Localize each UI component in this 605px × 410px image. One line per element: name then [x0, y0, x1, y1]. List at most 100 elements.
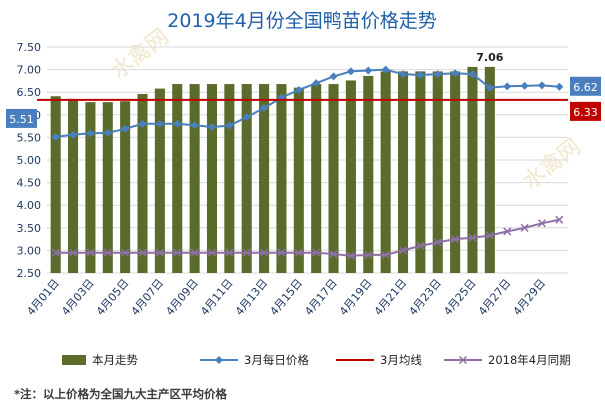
point-marker — [433, 238, 442, 247]
x-tick-label: 4月29日 — [511, 277, 549, 318]
bar — [450, 71, 461, 274]
bar — [328, 84, 339, 274]
bar — [432, 71, 443, 274]
point-marker — [51, 248, 60, 257]
legend-label: 3月每日价格 — [244, 353, 309, 367]
point-marker — [190, 248, 199, 257]
bar — [120, 101, 131, 274]
point-marker — [103, 128, 112, 137]
x-tick-label: 4月21日 — [372, 277, 410, 318]
data-label-line-start-bg — [6, 108, 37, 128]
point-marker — [555, 215, 564, 224]
point-marker — [364, 250, 373, 259]
point-marker — [242, 248, 251, 257]
series-line — [55, 218, 560, 257]
point-marker — [103, 248, 112, 257]
point-marker — [381, 250, 390, 259]
grid-lines — [47, 46, 568, 274]
point-marker — [121, 248, 130, 257]
x-tick-label: 4月25日 — [441, 277, 479, 318]
bar-series — [50, 66, 495, 274]
x-tick-label: 4月13日 — [233, 277, 271, 318]
point-marker — [485, 83, 494, 92]
point-marker — [520, 81, 529, 90]
point-marker — [485, 231, 494, 240]
bar — [224, 84, 235, 274]
x-tick-label: 4月11日 — [198, 277, 236, 318]
point-marker — [260, 248, 269, 257]
y-tick-label: 4.50 — [17, 177, 42, 190]
legend-label: 3月均线 — [380, 353, 422, 367]
point-marker — [155, 248, 164, 257]
point-marker — [155, 119, 164, 128]
bar — [102, 102, 113, 273]
point-marker — [173, 119, 182, 128]
point-marker — [468, 233, 477, 242]
x-tick-label: 4月03日 — [59, 277, 97, 318]
point-marker — [121, 124, 130, 133]
data-label-line-end: 6.62 — [573, 81, 598, 94]
x-tick-label: 4月01日 — [24, 277, 62, 318]
y-tick-label: 7.50 — [17, 41, 42, 54]
point-marker — [173, 248, 182, 257]
point-marker — [399, 70, 408, 79]
point-marker — [468, 70, 477, 79]
point-marker — [207, 123, 216, 132]
x-tick-label: 4月23日 — [406, 277, 444, 318]
point-marker — [329, 72, 338, 81]
legend-label: 2018年4月同期 — [488, 353, 571, 367]
point-marker — [190, 121, 199, 130]
point-marker — [398, 246, 408, 255]
bar — [172, 84, 183, 274]
data-label-bar-top: 7.06 — [476, 51, 503, 64]
point-marker — [433, 70, 442, 79]
point-marker — [207, 248, 217, 257]
x-tick-label: 4月15日 — [268, 277, 306, 318]
bar — [50, 96, 61, 273]
bar — [241, 84, 252, 274]
bar — [397, 71, 409, 274]
legend-marker — [215, 356, 223, 364]
y-tick-label: 3.00 — [17, 244, 42, 257]
point-marker — [312, 79, 321, 88]
x-axis: 4月01日4月03日4月05日4月07日4月09日4月11日4月13日4月15日… — [24, 277, 548, 318]
point-marker — [329, 249, 338, 259]
bar — [311, 84, 322, 274]
watermark-text: 水禽网 — [106, 24, 173, 84]
data-label-average-bg — [570, 101, 601, 121]
bar — [484, 66, 495, 273]
point-marker — [520, 223, 529, 232]
data-label-line-start: 5.51 — [9, 113, 34, 126]
point-marker — [555, 82, 564, 91]
point-marker — [242, 113, 251, 122]
bar — [415, 71, 426, 274]
y-tick-label: 2.50 — [17, 267, 42, 280]
bar — [363, 75, 374, 273]
point-marker — [416, 241, 425, 250]
legend-label: 本月走势 — [92, 353, 138, 367]
watermark-text: 水禽网 — [518, 134, 585, 194]
chart-title: 2019年4月份全国鸭苗价格走势 — [167, 10, 436, 32]
point-marker — [537, 219, 546, 228]
point-marker — [138, 119, 147, 128]
data-label-average: 6.33 — [573, 106, 598, 119]
bar — [259, 84, 270, 274]
point-marker — [451, 235, 460, 244]
point-marker — [381, 65, 390, 74]
y-tick-label: 5.50 — [17, 131, 42, 144]
bar — [206, 84, 218, 274]
point-marker — [294, 85, 303, 94]
series-line — [55, 68, 560, 138]
point-marker — [346, 67, 355, 76]
point-marker — [69, 248, 78, 257]
point-marker — [86, 129, 95, 138]
bar — [189, 84, 200, 274]
point-marker — [277, 248, 286, 257]
bar — [380, 71, 391, 274]
y-axis: 2.503.003.504.004.505.005.506.006.507.00… — [17, 41, 42, 280]
bar — [467, 66, 478, 273]
point-marker — [260, 104, 269, 113]
point-marker — [451, 69, 460, 78]
x-tick-label: 4月07日 — [129, 277, 167, 318]
